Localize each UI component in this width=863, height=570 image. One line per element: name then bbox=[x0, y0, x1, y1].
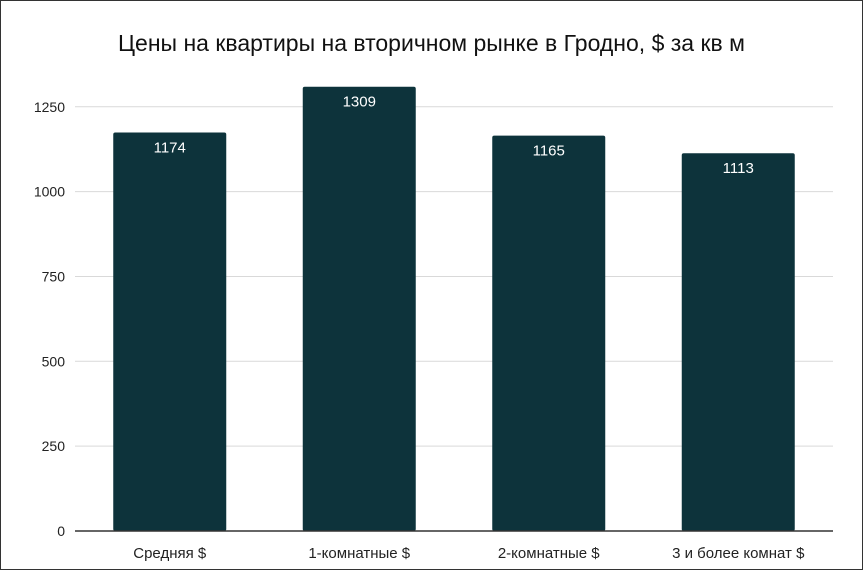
y-tick-label: 1000 bbox=[34, 184, 65, 200]
bar-3 bbox=[492, 135, 606, 531]
data-label: 1174 bbox=[154, 140, 186, 157]
bar-1 bbox=[113, 132, 227, 531]
x-category-label: 2-комнатные $ bbox=[498, 545, 600, 562]
x-category-label: 3 и более комнат $ bbox=[672, 545, 805, 562]
x-category-label: Средняя $ bbox=[133, 545, 207, 562]
y-tick-label: 750 bbox=[42, 268, 66, 284]
data-label: 1113 bbox=[723, 160, 754, 177]
bar-2 bbox=[302, 86, 416, 531]
y-tick-label: 0 bbox=[57, 523, 65, 539]
data-label: 1309 bbox=[343, 94, 376, 111]
x-category-label: 1-комнатные $ bbox=[308, 545, 410, 562]
chart-title: Цены на квартиры на вторичном рынке в Гр… bbox=[118, 30, 745, 56]
bar-4 bbox=[681, 153, 795, 531]
y-tick-label: 250 bbox=[42, 438, 66, 454]
data-label: 1165 bbox=[533, 143, 565, 160]
y-tick-label: 1250 bbox=[34, 99, 65, 115]
y-tick-label: 500 bbox=[42, 353, 66, 369]
